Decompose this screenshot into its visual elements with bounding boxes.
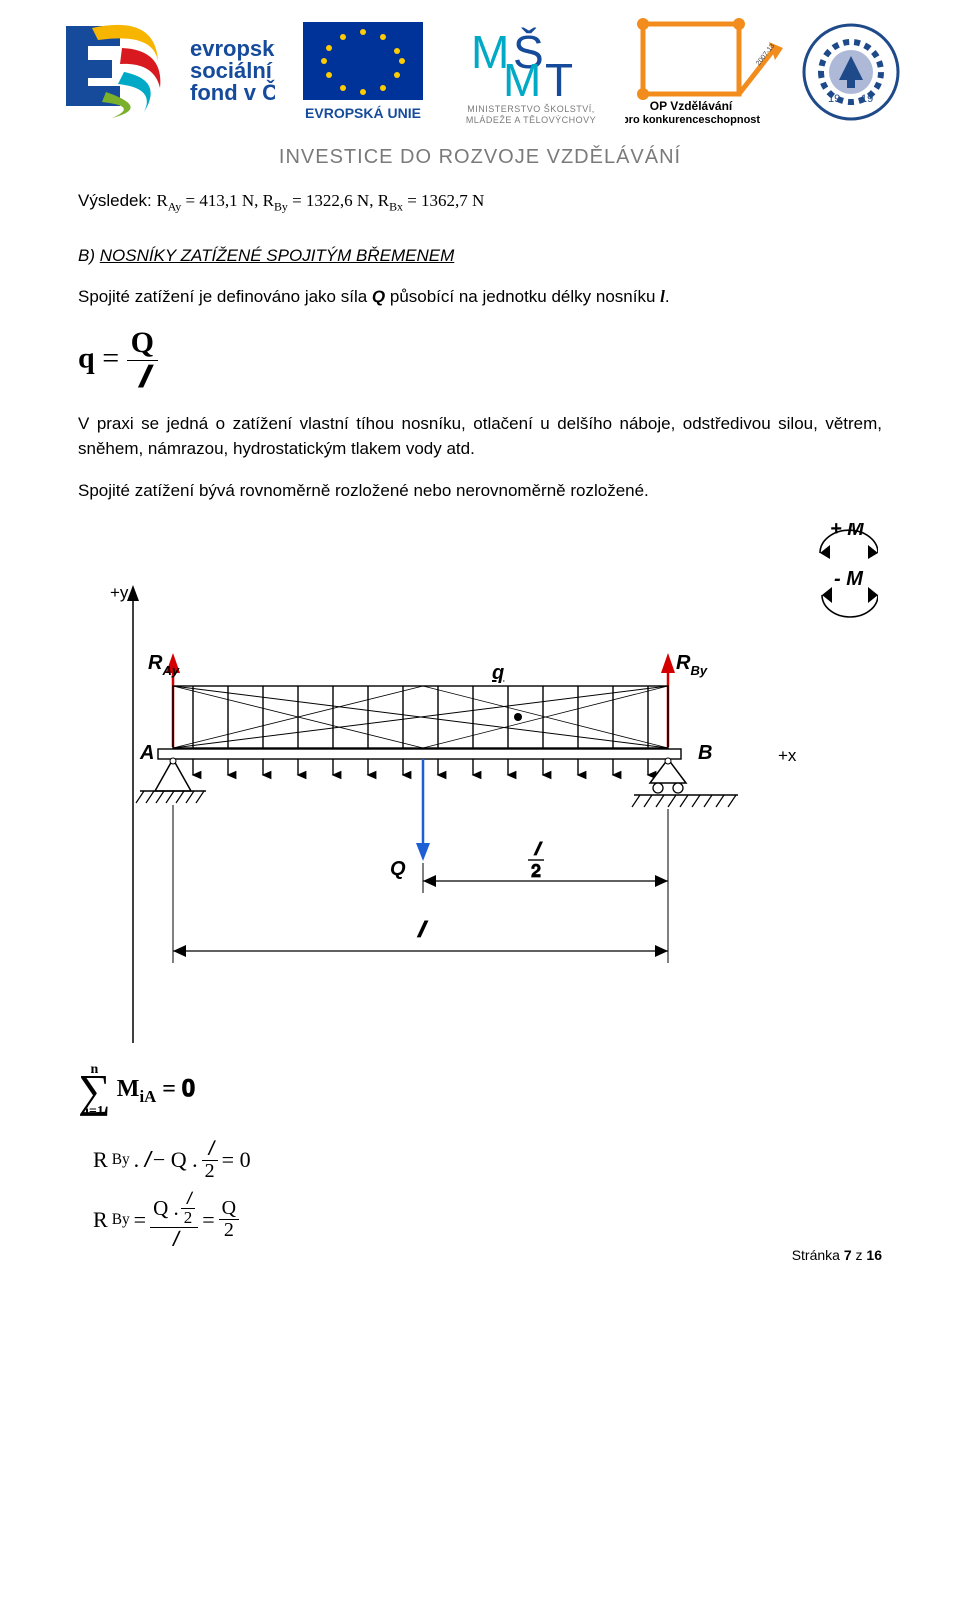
eqline-frac-d: 2 bbox=[202, 1161, 218, 1182]
dim-lhalf-num: 𝒍 bbox=[533, 839, 544, 859]
beam-body bbox=[158, 749, 681, 759]
eq-rby-solve: RBy = Q . 𝑙2 𝑙 = Q2 bbox=[78, 1190, 882, 1250]
eq-sum-sub: iA bbox=[139, 1087, 156, 1106]
eq-q-definition: q = Q𝒍 bbox=[78, 326, 882, 395]
logo-eu: EVROPSKÁ UNIE bbox=[289, 18, 437, 126]
eqsolve-eq: = bbox=[134, 1207, 146, 1233]
logo-msmt-line2: MLÁDEŽE A TĚLOVÝCHOVY bbox=[465, 115, 595, 125]
eqsolve-eq2: = bbox=[202, 1207, 214, 1233]
eqsolve-res-d: 2 bbox=[219, 1220, 239, 1241]
logo-eu-label: EVROPSKÁ UNIE bbox=[305, 105, 421, 121]
logo-op-line1: OP Vzdělávání bbox=[649, 99, 732, 113]
page-footer: Stránka 7 z 16 bbox=[792, 1247, 882, 1263]
logo-op-line2: pro konkurenceschopnost bbox=[625, 114, 760, 126]
r-ay-val: = 413,1 N, bbox=[181, 191, 262, 210]
logo-msmt-line1: MINISTERSTVO ŠKOLSTVÍ, bbox=[467, 104, 595, 114]
label-q: q bbox=[492, 662, 504, 684]
para1-mid: působící na jednotku délky nosníku bbox=[385, 287, 660, 306]
footer-total: 16 bbox=[866, 1247, 882, 1263]
eq-q-eq: = bbox=[95, 341, 127, 374]
moment-minusM: - M bbox=[822, 568, 878, 617]
gear-year-right: 19 bbox=[861, 93, 873, 105]
svg-text:T: T bbox=[545, 54, 573, 106]
eqline-dot: . bbox=[134, 1147, 140, 1173]
label-B: B bbox=[698, 742, 712, 764]
r-ay-label: R bbox=[156, 191, 167, 210]
svg-text:RAy: RAy bbox=[148, 652, 180, 678]
eqline-R: R bbox=[93, 1147, 108, 1173]
footer-page: 7 bbox=[844, 1247, 852, 1263]
eqsolve-res-n: Q bbox=[219, 1198, 239, 1220]
eqsolve-sub: By bbox=[112, 1211, 130, 1229]
label-plusx: +x bbox=[778, 746, 797, 765]
r-ay-sub: Ay bbox=[168, 199, 181, 213]
eqsolve-bignum-pre: Q . bbox=[153, 1197, 179, 1219]
para1-before: Spojité zatížení je definováno jako síla bbox=[78, 287, 372, 306]
svg-text:RBy: RBy bbox=[676, 652, 708, 678]
svg-text:M: M bbox=[503, 54, 541, 106]
label-RBy-sub: By bbox=[690, 663, 707, 678]
label-A: A bbox=[139, 742, 154, 764]
para1-Q: Q bbox=[372, 287, 385, 306]
eq-q-num: Q bbox=[127, 326, 158, 361]
header-logo-row: evropský sociální fond v ČR EVROPSKÁ UNI… bbox=[78, 18, 882, 138]
eq-sum-lower: i=1 bbox=[85, 1105, 104, 1119]
para1-after: . bbox=[665, 287, 670, 306]
label-plusY: +y bbox=[110, 583, 129, 602]
r-bx-val: = 1362,7 N bbox=[403, 191, 484, 210]
para-praxi: V praxi se jedná o zatížení vlastní tího… bbox=[78, 411, 882, 462]
eqsolve-inner-d: 2 bbox=[181, 1209, 196, 1227]
logo-esf-line3: fond v ČR bbox=[190, 80, 275, 105]
eqline-sub: By bbox=[112, 1151, 130, 1169]
label-RAy-R: R bbox=[148, 652, 163, 674]
logo-op: 2007-13 OP Vzdělávání pro konkurencescho… bbox=[625, 18, 787, 126]
sigma-symbol: ∑ bbox=[78, 1077, 111, 1105]
section-b-label: B) bbox=[78, 246, 100, 265]
result-prefix: Výsledek: bbox=[78, 191, 156, 210]
eqline-l: 𝑙 bbox=[143, 1147, 149, 1173]
eq-q-den: 𝒍 bbox=[127, 361, 158, 395]
eqline-eq0: = 0 bbox=[222, 1147, 251, 1173]
section-b-title: NOSNÍKY ZATÍŽENÉ SPOJITÝM BŘEMENEM bbox=[100, 246, 455, 265]
r-bx-label: R bbox=[378, 191, 389, 210]
eqsolve-R: R bbox=[93, 1207, 108, 1233]
para-definition: Spojité zatížení je definováno jako síla… bbox=[78, 284, 882, 310]
eqsolve-inner-n: 𝑙 bbox=[181, 1190, 196, 1209]
dim-lhalf-den: 𝟐 bbox=[531, 861, 541, 881]
eq-sum-M: M bbox=[117, 1076, 140, 1102]
label-RAy-sub: Ay bbox=[161, 663, 179, 678]
logo-esf: evropský sociální fond v ČR bbox=[60, 18, 275, 126]
eq-rby-line: RBy . 𝑙 − Q . 𝑙2 = 0 bbox=[78, 1139, 882, 1182]
logo-gear: 19 19 bbox=[801, 22, 901, 122]
eqsolve-bigden: 𝑙 bbox=[150, 1228, 198, 1250]
result-line: Výsledek: RAy = 413,1 N, RBy = 1322,6 N,… bbox=[78, 191, 882, 214]
r-by-sub: By bbox=[274, 199, 288, 213]
label-RBy-R: R bbox=[676, 652, 691, 674]
label-Q-resultant: Q bbox=[390, 858, 406, 880]
section-b-heading: B) NOSNÍKY ZATÍŽENÉ SPOJITÝM BŘEMENEM bbox=[78, 246, 882, 266]
eqline-minus: − Q . bbox=[153, 1147, 198, 1173]
dim-l-label: 𝒍 bbox=[416, 917, 429, 942]
r-by-label: R bbox=[263, 191, 274, 210]
moment-plusM: + M bbox=[820, 523, 878, 559]
eqline-frac-n: 𝑙 bbox=[202, 1139, 218, 1161]
dim-l-half: 𝒍 𝟐 bbox=[423, 839, 668, 887]
footer-pre: Stránka bbox=[792, 1247, 844, 1263]
r-bx-sub: Bx bbox=[389, 199, 403, 213]
logo-msmt: M Š M T MINISTERSTVO ŠKOLSTVÍ, MLÁDEŽE A… bbox=[451, 18, 611, 126]
eq-sum-rest: = 𝟎 bbox=[156, 1076, 195, 1102]
para-spojite: Spojité zatížení bývá rovnoměrně rozlože… bbox=[78, 478, 882, 504]
dim-l-full: 𝒍 bbox=[173, 917, 668, 957]
label-minusM: - M bbox=[834, 568, 864, 590]
investice-heading: INVESTICE DO ROZVOJE VZDĚLÁVÁNÍ bbox=[78, 146, 882, 169]
beam-diagram: + M - M +y RAy RBy bbox=[78, 523, 882, 1063]
r-by-val: = 1322,6 N, bbox=[288, 191, 378, 210]
eq-q-q: q bbox=[78, 341, 95, 374]
gear-year-left: 19 bbox=[828, 93, 840, 105]
eq-sum-moments: n ∑ i=1 MiA = 𝟎 bbox=[78, 1063, 882, 1119]
footer-mid: z bbox=[852, 1247, 867, 1263]
label-plusM: + M bbox=[830, 523, 865, 540]
